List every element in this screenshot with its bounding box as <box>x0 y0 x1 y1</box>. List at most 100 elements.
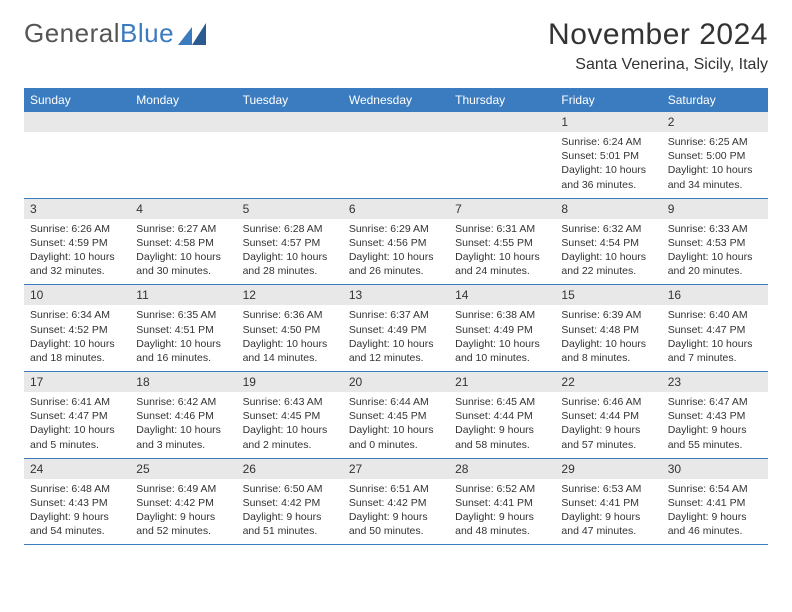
calendar-cell <box>343 112 449 198</box>
weekday-header: Saturday <box>662 88 768 112</box>
day-number: 7 <box>449 199 555 219</box>
calendar-cell: 7Sunrise: 6:31 AMSunset: 4:55 PMDaylight… <box>449 198 555 285</box>
day-info: Sunrise: 6:26 AMSunset: 4:59 PMDaylight:… <box>24 219 130 285</box>
day-number: 6 <box>343 199 449 219</box>
day-number: 22 <box>555 372 661 392</box>
day-number: 10 <box>24 285 130 305</box>
day-info: Sunrise: 6:43 AMSunset: 4:45 PMDaylight:… <box>237 392 343 458</box>
calendar-cell: 27Sunrise: 6:51 AMSunset: 4:42 PMDayligh… <box>343 458 449 545</box>
calendar-cell: 5Sunrise: 6:28 AMSunset: 4:57 PMDaylight… <box>237 198 343 285</box>
day-number: 9 <box>662 199 768 219</box>
calendar-cell: 20Sunrise: 6:44 AMSunset: 4:45 PMDayligh… <box>343 372 449 459</box>
day-number: 17 <box>24 372 130 392</box>
calendar-cell: 16Sunrise: 6:40 AMSunset: 4:47 PMDayligh… <box>662 285 768 372</box>
calendar-cell: 11Sunrise: 6:35 AMSunset: 4:51 PMDayligh… <box>130 285 236 372</box>
calendar-table: SundayMondayTuesdayWednesdayThursdayFrid… <box>24 88 768 545</box>
calendar-cell <box>24 112 130 198</box>
day-info: Sunrise: 6:41 AMSunset: 4:47 PMDaylight:… <box>24 392 130 458</box>
weekday-header: Wednesday <box>343 88 449 112</box>
day-number <box>24 112 130 132</box>
day-info <box>237 132 343 180</box>
day-number: 21 <box>449 372 555 392</box>
day-info: Sunrise: 6:37 AMSunset: 4:49 PMDaylight:… <box>343 305 449 371</box>
calendar-cell <box>237 112 343 198</box>
day-number: 11 <box>130 285 236 305</box>
calendar-cell: 12Sunrise: 6:36 AMSunset: 4:50 PMDayligh… <box>237 285 343 372</box>
day-number: 30 <box>662 459 768 479</box>
day-number: 2 <box>662 112 768 132</box>
weekday-header: Friday <box>555 88 661 112</box>
day-number: 20 <box>343 372 449 392</box>
day-info: Sunrise: 6:53 AMSunset: 4:41 PMDaylight:… <box>555 479 661 545</box>
day-number: 27 <box>343 459 449 479</box>
month-title: November 2024 <box>548 18 768 52</box>
day-number: 3 <box>24 199 130 219</box>
calendar-cell: 25Sunrise: 6:49 AMSunset: 4:42 PMDayligh… <box>130 458 236 545</box>
day-number <box>343 112 449 132</box>
logo: GeneralBlue <box>24 18 206 49</box>
calendar-cell: 14Sunrise: 6:38 AMSunset: 4:49 PMDayligh… <box>449 285 555 372</box>
day-info: Sunrise: 6:50 AMSunset: 4:42 PMDaylight:… <box>237 479 343 545</box>
day-info: Sunrise: 6:52 AMSunset: 4:41 PMDaylight:… <box>449 479 555 545</box>
calendar-cell <box>449 112 555 198</box>
calendar-cell: 15Sunrise: 6:39 AMSunset: 4:48 PMDayligh… <box>555 285 661 372</box>
calendar-cell: 22Sunrise: 6:46 AMSunset: 4:44 PMDayligh… <box>555 372 661 459</box>
day-info: Sunrise: 6:42 AMSunset: 4:46 PMDaylight:… <box>130 392 236 458</box>
day-info: Sunrise: 6:32 AMSunset: 4:54 PMDaylight:… <box>555 219 661 285</box>
day-number: 29 <box>555 459 661 479</box>
calendar-cell: 29Sunrise: 6:53 AMSunset: 4:41 PMDayligh… <box>555 458 661 545</box>
day-info: Sunrise: 6:45 AMSunset: 4:44 PMDaylight:… <box>449 392 555 458</box>
calendar-cell: 24Sunrise: 6:48 AMSunset: 4:43 PMDayligh… <box>24 458 130 545</box>
day-number <box>130 112 236 132</box>
day-info: Sunrise: 6:24 AMSunset: 5:01 PMDaylight:… <box>555 132 661 198</box>
day-info: Sunrise: 6:38 AMSunset: 4:49 PMDaylight:… <box>449 305 555 371</box>
day-number <box>449 112 555 132</box>
day-info: Sunrise: 6:49 AMSunset: 4:42 PMDaylight:… <box>130 479 236 545</box>
weekday-header: Tuesday <box>237 88 343 112</box>
day-info <box>343 132 449 180</box>
calendar-cell <box>130 112 236 198</box>
calendar-cell: 17Sunrise: 6:41 AMSunset: 4:47 PMDayligh… <box>24 372 130 459</box>
day-info: Sunrise: 6:31 AMSunset: 4:55 PMDaylight:… <box>449 219 555 285</box>
day-number: 16 <box>662 285 768 305</box>
header: GeneralBlue November 2024 Santa Venerina… <box>24 18 768 74</box>
calendar-cell: 8Sunrise: 6:32 AMSunset: 4:54 PMDaylight… <box>555 198 661 285</box>
day-number: 18 <box>130 372 236 392</box>
calendar-cell: 3Sunrise: 6:26 AMSunset: 4:59 PMDaylight… <box>24 198 130 285</box>
calendar-cell: 1Sunrise: 6:24 AMSunset: 5:01 PMDaylight… <box>555 112 661 198</box>
calendar-cell: 21Sunrise: 6:45 AMSunset: 4:44 PMDayligh… <box>449 372 555 459</box>
calendar-cell: 6Sunrise: 6:29 AMSunset: 4:56 PMDaylight… <box>343 198 449 285</box>
day-info: Sunrise: 6:47 AMSunset: 4:43 PMDaylight:… <box>662 392 768 458</box>
calendar-cell: 23Sunrise: 6:47 AMSunset: 4:43 PMDayligh… <box>662 372 768 459</box>
day-info: Sunrise: 6:27 AMSunset: 4:58 PMDaylight:… <box>130 219 236 285</box>
calendar-cell: 19Sunrise: 6:43 AMSunset: 4:45 PMDayligh… <box>237 372 343 459</box>
day-number <box>237 112 343 132</box>
calendar-cell: 30Sunrise: 6:54 AMSunset: 4:41 PMDayligh… <box>662 458 768 545</box>
weekday-header: Sunday <box>24 88 130 112</box>
day-info: Sunrise: 6:28 AMSunset: 4:57 PMDaylight:… <box>237 219 343 285</box>
weekday-header: Thursday <box>449 88 555 112</box>
weekday-header: Monday <box>130 88 236 112</box>
day-number: 28 <box>449 459 555 479</box>
day-number: 13 <box>343 285 449 305</box>
day-info <box>449 132 555 180</box>
logo-word-1: General <box>24 18 120 48</box>
calendar-cell: 18Sunrise: 6:42 AMSunset: 4:46 PMDayligh… <box>130 372 236 459</box>
day-number: 1 <box>555 112 661 132</box>
day-info <box>24 132 130 180</box>
calendar-cell: 10Sunrise: 6:34 AMSunset: 4:52 PMDayligh… <box>24 285 130 372</box>
logo-mark-icon <box>178 23 206 45</box>
day-number: 8 <box>555 199 661 219</box>
day-info: Sunrise: 6:29 AMSunset: 4:56 PMDaylight:… <box>343 219 449 285</box>
location: Santa Venerina, Sicily, Italy <box>548 56 768 74</box>
day-info: Sunrise: 6:34 AMSunset: 4:52 PMDaylight:… <box>24 305 130 371</box>
day-number: 12 <box>237 285 343 305</box>
day-info: Sunrise: 6:25 AMSunset: 5:00 PMDaylight:… <box>662 132 768 198</box>
day-info: Sunrise: 6:36 AMSunset: 4:50 PMDaylight:… <box>237 305 343 371</box>
day-number: 4 <box>130 199 236 219</box>
calendar-cell: 28Sunrise: 6:52 AMSunset: 4:41 PMDayligh… <box>449 458 555 545</box>
calendar-cell: 2Sunrise: 6:25 AMSunset: 5:00 PMDaylight… <box>662 112 768 198</box>
day-number: 26 <box>237 459 343 479</box>
day-number: 5 <box>237 199 343 219</box>
day-info: Sunrise: 6:40 AMSunset: 4:47 PMDaylight:… <box>662 305 768 371</box>
